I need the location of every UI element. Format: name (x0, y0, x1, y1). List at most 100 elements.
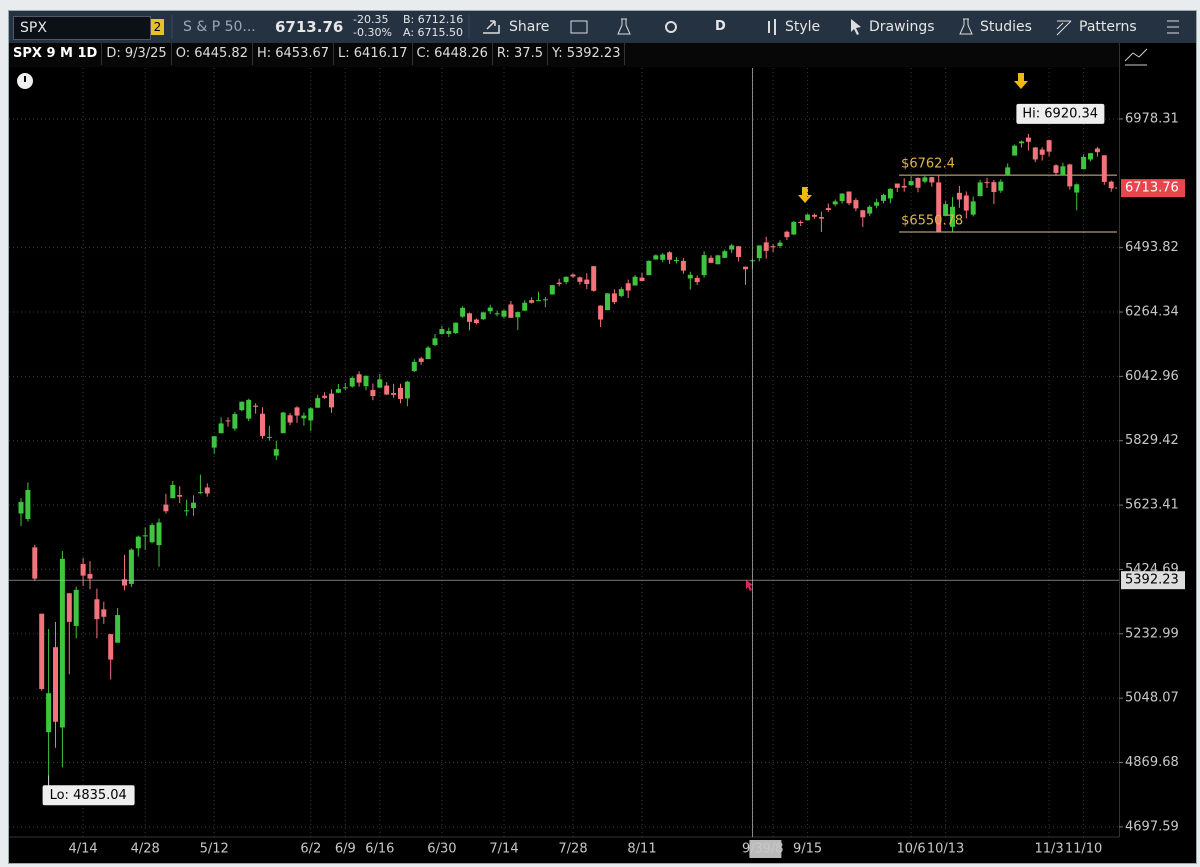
candle-body (18, 502, 24, 514)
high-label-box (1016, 103, 1105, 124)
candle-body (618, 289, 624, 296)
info-high: H: 6453.67 (253, 43, 335, 65)
candle-body (294, 407, 300, 416)
candle-body (874, 202, 880, 206)
marker-arrow (1014, 73, 1028, 89)
axis-border (1119, 43, 1120, 837)
candle-body (315, 398, 321, 408)
candle-body (391, 393, 397, 395)
scale-icon[interactable] (1124, 48, 1148, 66)
candle-body (715, 255, 721, 265)
x-tick-label: 7/14 (489, 842, 518, 857)
candle-body (729, 245, 735, 250)
candle-body (94, 599, 100, 620)
x-tick-label: 11/10 (1065, 842, 1102, 857)
candle-body (908, 181, 914, 186)
share-icon (483, 20, 500, 34)
x-tick-label: 6/30 (427, 842, 456, 857)
y-tick-label: 6042.96 (1125, 369, 1179, 384)
candle-body (674, 260, 679, 262)
low-label-box (42, 785, 135, 806)
candle-body (818, 217, 824, 219)
candle-body (743, 266, 748, 270)
y-tick-label: 5623.41 (1125, 498, 1179, 513)
candle-body (1039, 149, 1045, 155)
badge[interactable]: 2 (151, 19, 164, 35)
candle-body (184, 510, 190, 512)
window-icon[interactable] (570, 20, 588, 34)
candle-body (529, 300, 535, 303)
candle-body (425, 347, 431, 359)
high-label: Hi: 6920.34 (1022, 106, 1098, 121)
menu-icon[interactable] (1167, 20, 1179, 34)
candle-body (260, 413, 265, 436)
candle-body (163, 504, 169, 512)
candle-body (805, 214, 811, 221)
candle-body (398, 387, 403, 400)
patterns-icon (1056, 20, 1072, 36)
candle-body (453, 322, 459, 334)
candle-body (708, 257, 714, 263)
candle-body (197, 492, 203, 494)
ask: A: 6715.50 (403, 26, 464, 39)
y-tick-label: 5048.07 (1125, 691, 1179, 706)
settings-icon[interactable] (665, 21, 677, 33)
lab-icon[interactable] (617, 18, 631, 35)
toolbar-icons (171, 15, 1179, 39)
candle-body (1067, 164, 1073, 187)
candle-body (149, 525, 155, 543)
candle-body (556, 282, 562, 285)
drawings-icon (851, 19, 861, 35)
candle-body (177, 495, 183, 497)
candle-body (680, 260, 686, 271)
candle-body (798, 221, 804, 224)
x-tick-label: 9/3 (742, 842, 763, 857)
candle-body (522, 302, 528, 311)
candle-body (812, 214, 817, 217)
candle-body (204, 487, 210, 494)
symbol-box[interactable]: SPX (13, 16, 151, 40)
candle-body (1108, 181, 1114, 189)
candle-body (370, 390, 376, 397)
x-tick-label: 11/3 (1034, 842, 1063, 857)
candle-body (191, 502, 196, 509)
patterns-button[interactable]: Patterns (1079, 19, 1137, 35)
period-button[interactable]: D (715, 19, 726, 34)
last-price: 6713.76 (275, 18, 344, 36)
candle-body (273, 449, 279, 456)
candle-body (218, 423, 224, 434)
x-tick-label: 10/13 (927, 842, 964, 857)
candle-body (687, 274, 693, 279)
share-button[interactable]: Share (509, 19, 550, 35)
candle-body (646, 260, 652, 276)
candle-body (570, 274, 576, 277)
candle-body (508, 304, 514, 318)
x-tick-label: 4/14 (68, 842, 97, 857)
drawings-button[interactable]: Drawings (869, 19, 935, 35)
bid: B: 6712.16 (403, 13, 464, 26)
candle-body (59, 558, 65, 728)
x-tick-label: 9/8 (763, 842, 784, 857)
candle-body (853, 200, 859, 209)
info-close: C: 6448.26 (413, 43, 493, 65)
candle-body (901, 185, 907, 188)
candle-body (411, 361, 417, 372)
last-price-box (1121, 179, 1185, 198)
candle-body (653, 255, 659, 260)
crosshair-price: 5392.23 (1125, 573, 1179, 588)
candle-body (432, 338, 438, 345)
style-button[interactable]: Style (785, 19, 821, 35)
candle-body (549, 285, 555, 295)
x-tick-label: 4/28 (131, 842, 160, 857)
candle-body (1025, 137, 1031, 142)
candle-body (639, 277, 645, 281)
info-date: D: 9/3/25 (102, 43, 172, 65)
candle-body (122, 579, 127, 586)
candle-body (211, 436, 217, 448)
studies-icon (959, 18, 973, 35)
candle-body (777, 242, 783, 246)
candle-body (611, 293, 617, 303)
chart-title: SPX 9 M 1D (9, 43, 103, 65)
candle-body (487, 307, 493, 312)
studies-button[interactable]: Studies (980, 19, 1032, 35)
